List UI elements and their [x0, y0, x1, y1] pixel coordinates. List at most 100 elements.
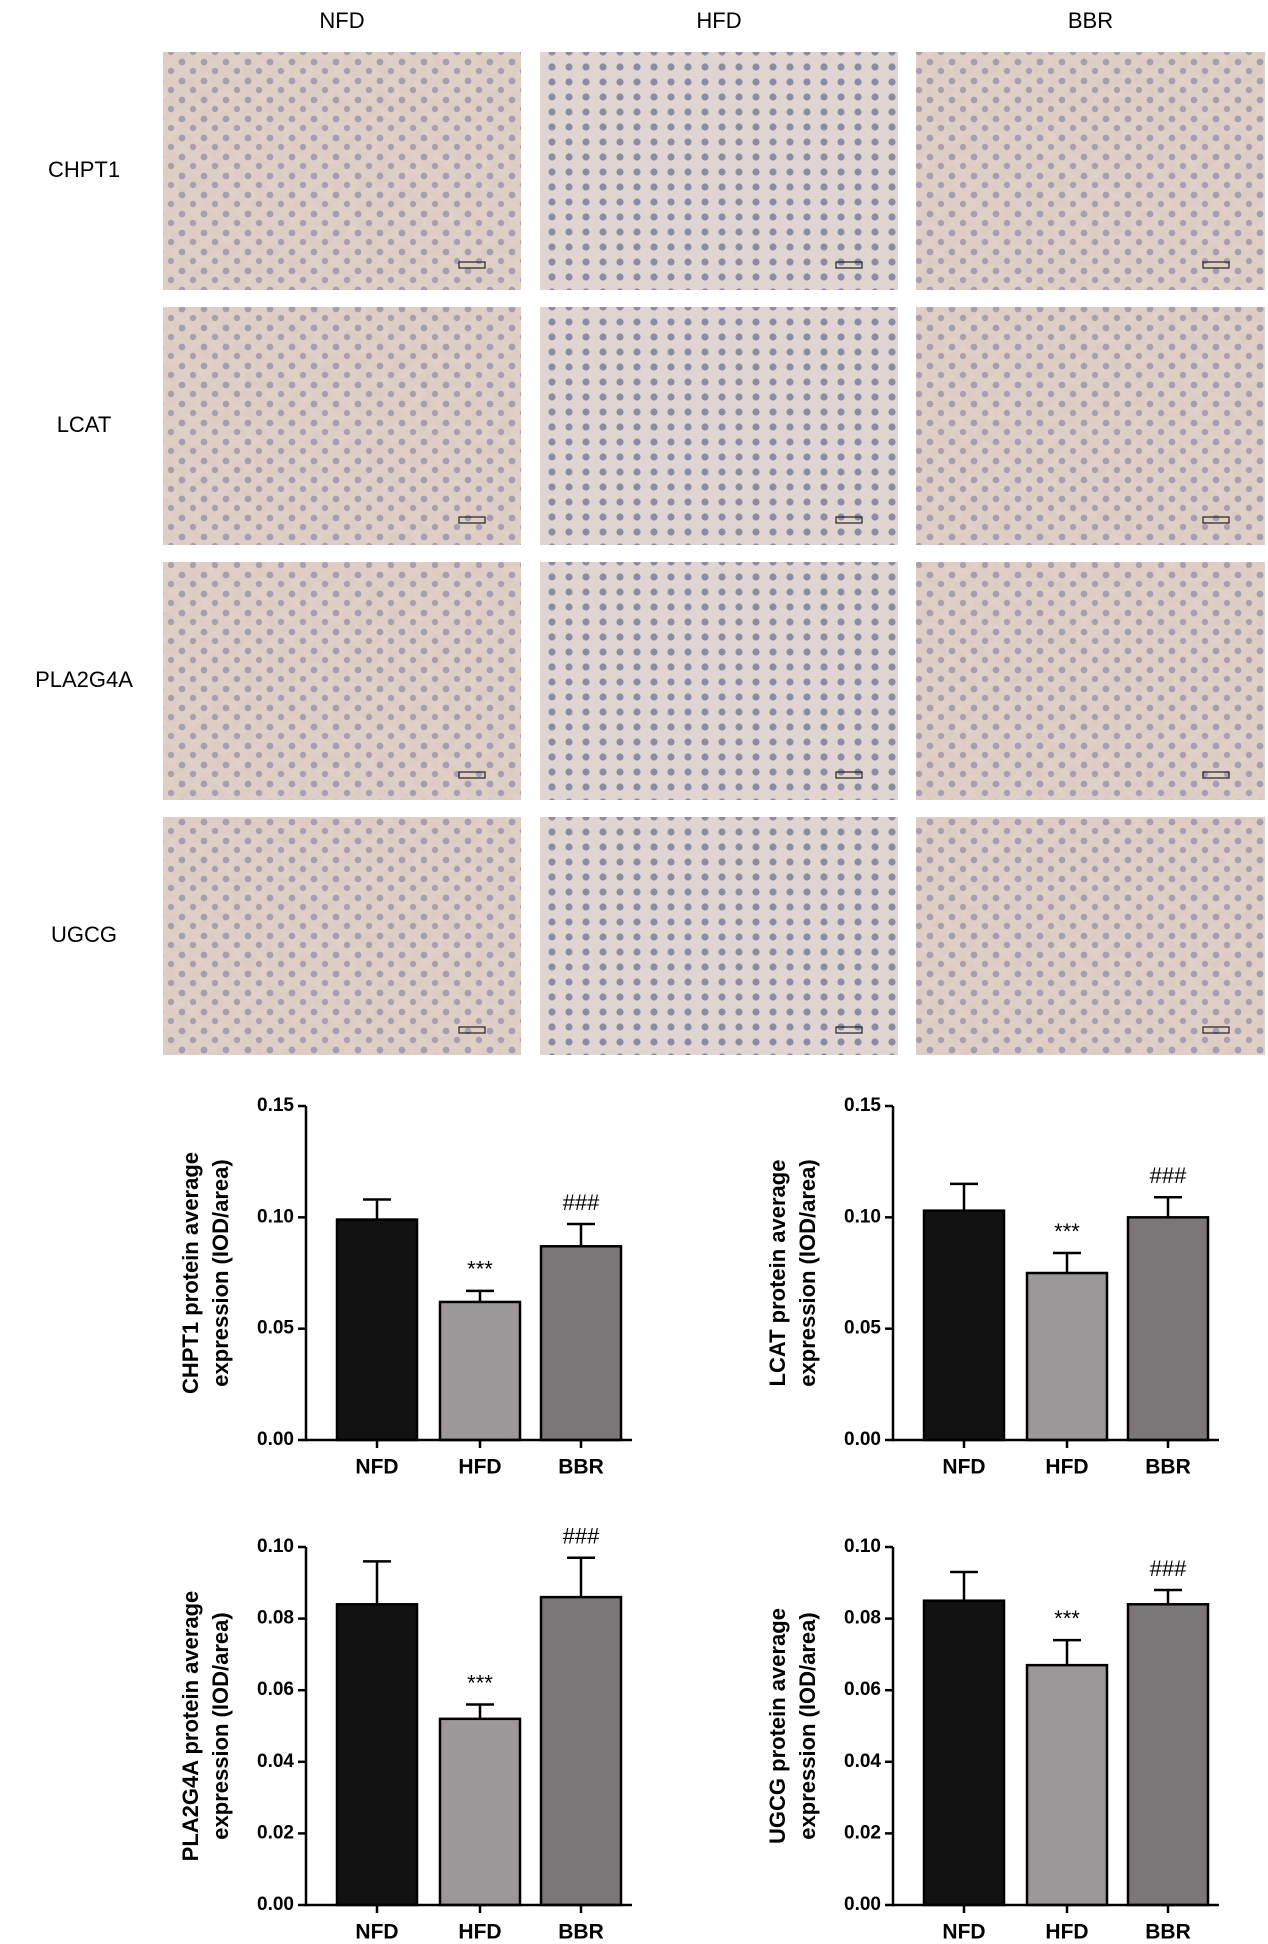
micrograph-nuclei [540, 817, 898, 1055]
micrograph [916, 817, 1265, 1055]
x-tick-label: BBR [1145, 1921, 1191, 1944]
micrograph [163, 817, 521, 1055]
micrograph [540, 307, 898, 545]
micrograph [540, 817, 898, 1055]
bar [539, 1595, 623, 1907]
y-tick-label: 0.15 [844, 1095, 881, 1116]
micrograph-nuclei [540, 307, 898, 545]
x-tick-label: BBR [1145, 1456, 1191, 1479]
significance: *** [467, 1257, 493, 1282]
x-tick-label: NFD [355, 1456, 398, 1479]
x-tick-label: NFD [942, 1921, 985, 1944]
scale-bar [458, 771, 486, 779]
significance: ### [1150, 1163, 1187, 1188]
y-tick-label: 0.02 [844, 1822, 881, 1843]
y-axis-label: UGCG protein average [765, 1608, 790, 1844]
bar [1126, 1603, 1210, 1907]
micrograph [163, 307, 521, 545]
micrograph [163, 562, 521, 800]
micrograph-nuclei [540, 562, 898, 800]
scale-bar [458, 261, 486, 269]
micrograph-nuclei [540, 52, 898, 290]
y-tick-label: 0.08 [844, 1608, 881, 1629]
x-tick-label: BBR [558, 1921, 604, 1944]
x-tick-label: NFD [355, 1921, 398, 1944]
y-tick-label: 0.05 [257, 1318, 294, 1339]
y-tick-label: 0.05 [844, 1318, 881, 1339]
scale-bar [1202, 771, 1230, 779]
micrograph [916, 307, 1265, 545]
micrograph [163, 52, 521, 290]
bar [922, 1599, 1006, 1907]
row-label: PLA2G4A [35, 667, 133, 692]
scale-bar [1202, 1026, 1230, 1034]
y-tick-label: 0.10 [257, 1206, 294, 1227]
y-axis-label: LCAT protein average [765, 1160, 790, 1387]
y-tick-label: 0.15 [257, 1095, 294, 1116]
scale-bar [835, 771, 863, 779]
micrograph [916, 52, 1265, 290]
y-axis-label: expression (IOD/area) [208, 1612, 233, 1839]
x-tick-label: HFD [1045, 1921, 1088, 1944]
significance: ### [563, 1190, 600, 1215]
y-tick-label: 0.06 [257, 1679, 294, 1700]
y-axis-label: CHPT1 protein average [178, 1152, 203, 1394]
micrograph [540, 52, 898, 290]
scale-bar [1202, 516, 1230, 524]
micrograph-nuclei [163, 307, 521, 545]
significance: *** [467, 1670, 493, 1695]
micrograph [540, 562, 898, 800]
y-tick-label: 0.06 [844, 1679, 881, 1700]
y-tick-label: 0.08 [257, 1608, 294, 1629]
y-tick-label: 0.04 [257, 1751, 294, 1772]
y-tick-label: 0.10 [844, 1206, 881, 1227]
y-tick-label: 0.00 [257, 1429, 294, 1450]
y-axis-label: PLA2G4A protein average [178, 1591, 203, 1862]
y-tick-label: 0.00 [844, 1429, 881, 1450]
micrograph-nuclei [916, 817, 1265, 1055]
y-axis-label: expression (IOD/area) [795, 1612, 820, 1839]
column-header: HFD [696, 8, 741, 33]
significance: *** [1054, 1606, 1080, 1631]
y-tick-label: 0.02 [257, 1822, 294, 1843]
y-tick-label: 0.10 [844, 1536, 881, 1557]
bar [922, 1209, 1006, 1442]
x-tick-label: HFD [458, 1921, 501, 1944]
significance: *** [1054, 1219, 1080, 1244]
scale-bar [835, 516, 863, 524]
y-tick-label: 0.04 [844, 1751, 881, 1772]
column-header: BBR [1068, 8, 1113, 33]
significance: ### [1150, 1556, 1187, 1581]
micrograph-nuclei [163, 52, 521, 290]
micrograph-nuclei [916, 307, 1265, 545]
scale-bar [458, 1026, 486, 1034]
significance: ### [563, 1524, 600, 1549]
bar [1126, 1216, 1210, 1442]
bar [335, 1218, 419, 1442]
scale-bar [458, 516, 486, 524]
x-tick-label: BBR [558, 1456, 604, 1479]
y-tick-label: 0.10 [257, 1536, 294, 1557]
x-tick-label: HFD [1045, 1456, 1088, 1479]
micrograph-nuclei [916, 562, 1265, 800]
bar [539, 1245, 623, 1442]
bar [438, 1300, 522, 1442]
y-tick-label: 0.00 [844, 1894, 881, 1915]
bar [1025, 1663, 1109, 1907]
bar [335, 1603, 419, 1907]
y-axis-label: expression (IOD/area) [208, 1159, 233, 1386]
bar [1025, 1271, 1109, 1442]
row-label: LCAT [57, 412, 112, 437]
bar [438, 1717, 522, 1907]
y-axis-label: expression (IOD/area) [795, 1159, 820, 1386]
micrograph-nuclei [163, 817, 521, 1055]
micrograph [916, 562, 1265, 800]
x-tick-label: HFD [458, 1456, 501, 1479]
scale-bar [1202, 261, 1230, 269]
y-tick-label: 0.00 [257, 1894, 294, 1915]
x-tick-label: NFD [942, 1456, 985, 1479]
micrograph-nuclei [916, 52, 1265, 290]
row-label: UGCG [51, 922, 117, 947]
row-label: CHPT1 [48, 157, 120, 182]
